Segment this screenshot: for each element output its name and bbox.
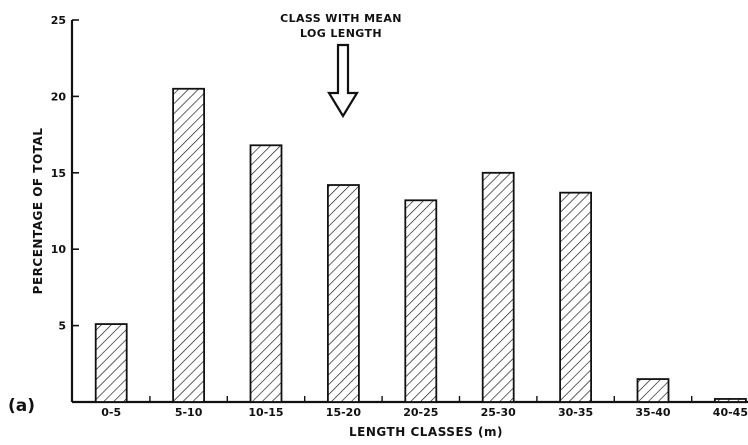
annotation-line-2: LOG LENGTH: [300, 27, 382, 40]
x-tick-label-0-5: 0-5: [101, 406, 121, 419]
bar-40-45: [714, 398, 747, 403]
x-tick-label-10-15: 10-15: [248, 406, 283, 419]
down-arrow-icon: [327, 43, 359, 119]
panel-label: (a): [8, 396, 35, 416]
bar-10-15: [249, 144, 283, 403]
x-axis-title: LENGTH CLASSES (m): [349, 425, 503, 439]
bar-35-40: [636, 378, 670, 403]
x-tick-label-25-30: 25-30: [481, 406, 517, 419]
x-tick-label-20-25: 20-25: [403, 406, 438, 419]
y-tick-label: 25: [51, 14, 66, 27]
x-tick-label-30-35: 30-35: [558, 406, 593, 419]
bar-5-10: [172, 87, 206, 403]
x-tick-label-15-20: 15-20: [326, 406, 362, 419]
bar-0-5: [94, 323, 128, 403]
bar-15-20: [326, 184, 360, 403]
bar-30-35: [559, 191, 592, 403]
x-tick-label-5-10: 5-10: [175, 406, 203, 419]
y-tick-label: 15: [51, 167, 66, 180]
mean-class-annotation: CLASS WITH MEAN LOG LENGTH: [280, 12, 402, 119]
y-tick-label: 5: [58, 320, 66, 333]
x-tick-label-35-40: 35-40: [635, 406, 671, 419]
bar-25-30: [481, 171, 515, 403]
y-tick-label: 10: [51, 243, 67, 256]
bar-20-25: [404, 199, 438, 403]
annotation-line-1: CLASS WITH MEAN: [280, 12, 402, 25]
y-tick-label: 20: [51, 90, 67, 103]
y-axis-title: PERCENTAGE OF TOTAL: [31, 128, 45, 295]
x-tick-label-40-45: 40-45: [713, 406, 748, 419]
